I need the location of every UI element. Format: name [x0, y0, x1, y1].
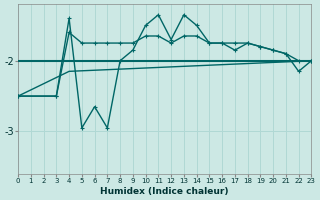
X-axis label: Humidex (Indice chaleur): Humidex (Indice chaleur) — [100, 187, 229, 196]
